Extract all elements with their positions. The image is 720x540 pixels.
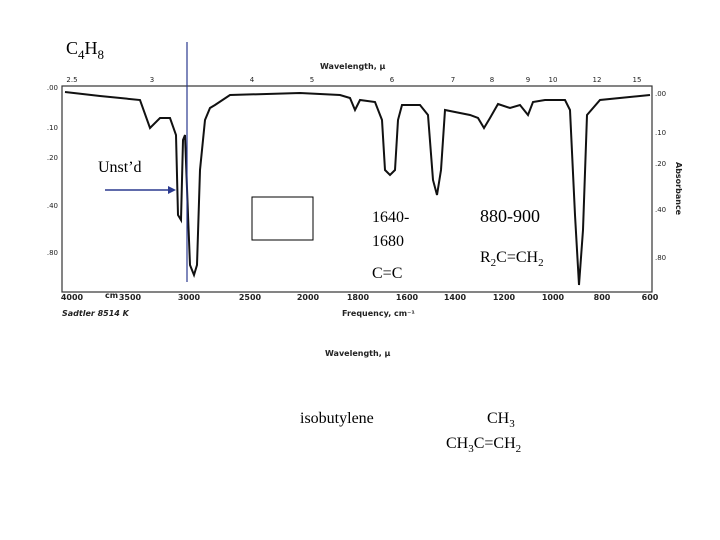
- top-tick-label: 12: [593, 76, 602, 84]
- bottom-tick-label: 2000: [297, 293, 320, 302]
- bottom-tick-label: 600: [642, 293, 659, 302]
- right-tick-label: .80: [655, 254, 666, 262]
- structure: CH3C=CH2: [446, 435, 521, 455]
- bottom-tick-label: 4000: [61, 293, 84, 302]
- top-axis-title: Wavelength, μ: [320, 62, 386, 71]
- formula-part: CH: [446, 435, 469, 452]
- formula-part: C=CH: [496, 249, 538, 266]
- top-tick-label: 2.5: [66, 76, 77, 84]
- source: Sadtler 8514 K: [62, 309, 130, 318]
- bottom-axis-title: Frequency, cm⁻¹: [342, 309, 415, 318]
- right-axis-title: Absorbance: [674, 162, 683, 216]
- unsaturated-label: Unst’d: [98, 159, 142, 176]
- bottom-tick-label: 1200: [493, 293, 516, 302]
- formula-part: H: [85, 38, 98, 58]
- bottom-tick-label: 1800: [347, 293, 370, 302]
- right-tick-label: .20: [655, 160, 666, 168]
- oop-range: 880-900: [480, 206, 540, 226]
- formula-part: R: [480, 249, 491, 266]
- right-tick-label: .00: [655, 90, 666, 98]
- bottom-tick-label: 1000: [542, 293, 565, 302]
- formula-sub: 3: [468, 443, 474, 455]
- right-tick-label: .10: [655, 129, 666, 137]
- formula-sub: 3: [509, 418, 515, 430]
- formula-part: C: [66, 38, 78, 58]
- cc-range: 1680: [372, 233, 404, 250]
- left-tick-label: .80: [47, 249, 58, 257]
- bottom-tick-label: 1600: [396, 293, 419, 302]
- left-tick-label: .00: [47, 84, 58, 92]
- bottom-tick-label: 2500: [239, 293, 262, 302]
- formula-sub: 2: [538, 257, 544, 269]
- left-tick-label: .40: [47, 202, 58, 210]
- top-tick-label: 7: [451, 76, 455, 84]
- bottom-tick-label: 3000: [178, 293, 201, 302]
- top-tick-label: 9: [526, 76, 530, 84]
- right-tick-label: .40: [655, 206, 666, 214]
- top-tick-label: 8: [490, 76, 494, 84]
- oop-formula: R2C=CH2: [480, 249, 544, 269]
- top-tick-label: 10: [549, 76, 558, 84]
- bottom-unit: cm: [105, 291, 118, 300]
- cc-label: C=C: [372, 265, 402, 282]
- top-tick-label: 4: [250, 76, 255, 84]
- top-tick-label: 15: [633, 76, 642, 84]
- compound-name: isobutylene: [300, 410, 374, 427]
- left-tick-label: .10: [47, 124, 58, 132]
- top-tick-label: 5: [310, 76, 314, 84]
- bottom-tick-label: 800: [594, 293, 611, 302]
- bottom-tick-label: 1400: [444, 293, 467, 302]
- formula-part: CH: [487, 410, 510, 427]
- left-tick-label: .20: [47, 154, 58, 162]
- formula-part: C=CH: [474, 435, 516, 452]
- formula-sub: 8: [98, 47, 105, 62]
- spectrum-frame: [61, 85, 653, 293]
- arrow-head: [168, 186, 176, 194]
- formula-sub: 4: [78, 47, 85, 62]
- cc-range: 1640-: [372, 209, 409, 226]
- top-tick-label: 6: [390, 76, 395, 84]
- top-tick-label: 3: [150, 76, 154, 84]
- spectrum-trace: [64, 91, 651, 286]
- formula-sub: 2: [516, 443, 522, 455]
- bottom-tick-label: 3500: [119, 293, 142, 302]
- structure: CH3: [487, 410, 515, 430]
- lower-axis-title: Wavelength, μ: [325, 349, 391, 358]
- formula: C4H8: [66, 38, 104, 62]
- box: [251, 196, 314, 241]
- formula-sub: 2: [491, 257, 497, 269]
